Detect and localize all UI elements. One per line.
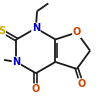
Text: S: S (0, 26, 5, 36)
Text: N: N (12, 57, 20, 67)
Text: O: O (32, 84, 40, 94)
Text: O: O (73, 27, 81, 37)
Text: O: O (78, 79, 86, 89)
Text: N: N (32, 23, 40, 33)
